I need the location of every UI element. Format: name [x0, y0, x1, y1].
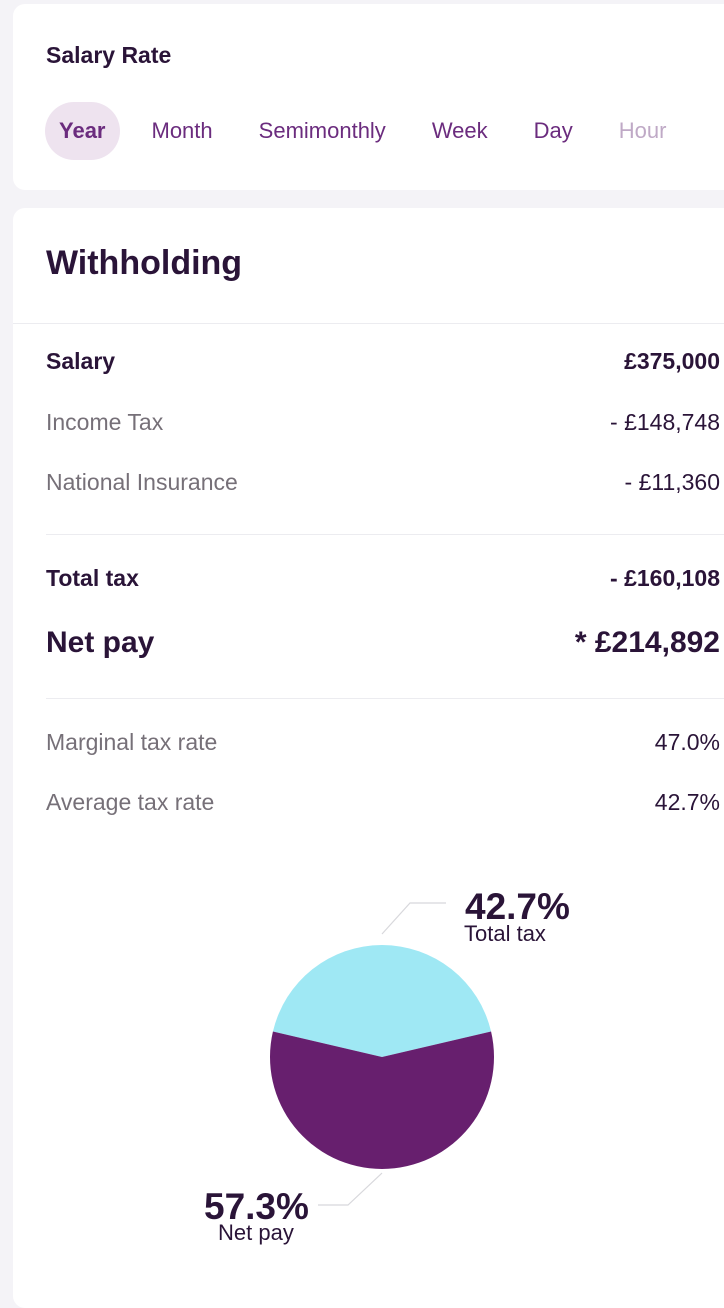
- pie-svg: [270, 902, 495, 1206]
- total-tax-percent: 42.7%: [465, 886, 570, 927]
- divider: [46, 698, 724, 699]
- total-tax-row: Total tax - £160,108: [46, 565, 720, 592]
- income-tax-row: Income Tax - £148,748: [46, 409, 720, 436]
- net-pay-value: * £214,892: [574, 626, 720, 659]
- average-rate-row: Average tax rate 42.7%: [46, 789, 720, 816]
- withholding-title: Withholding: [46, 244, 243, 282]
- tab-hour[interactable]: Hour: [618, 118, 667, 143]
- total-tax-slice-label: Total tax: [464, 921, 546, 946]
- net-pay-slice-label: Net pay: [218, 1220, 294, 1245]
- tab-month[interactable]: Month: [151, 118, 213, 143]
- net-pay-label: Net pay: [46, 626, 155, 659]
- salary-value: £375,000: [624, 348, 720, 374]
- salary-rate-tabs: Year Month Semimonthly Week Day Hour: [45, 102, 698, 160]
- salary-row: Salary £375,000: [46, 348, 720, 375]
- income-tax-value: - £148,748: [610, 409, 720, 435]
- tab-week[interactable]: Week: [431, 118, 488, 143]
- leader-line-total-tax: [381, 902, 446, 935]
- marginal-rate-label: Marginal tax rate: [46, 729, 218, 755]
- tax-pie-chart: 42.7% Total tax 57.3% Net pay: [0, 880, 724, 1300]
- salary-rate-card: Salary Rate Year Month Semimonthly Week …: [13, 4, 724, 190]
- tab-year[interactable]: Year: [45, 102, 120, 160]
- average-rate-label: Average tax rate: [46, 789, 215, 815]
- total-tax-value: - £160,108: [610, 565, 720, 591]
- pie-slice-net-pay: [270, 1031, 495, 1169]
- pie-slice-total-tax: [272, 945, 492, 1057]
- tab-semimonthly[interactable]: Semimonthly: [258, 118, 386, 143]
- marginal-rate-row: Marginal tax rate 47.0%: [46, 729, 720, 756]
- total-tax-label: Total tax: [46, 565, 139, 591]
- divider: [46, 534, 724, 535]
- marginal-rate-value: 47.0%: [654, 729, 720, 755]
- income-tax-label: Income Tax: [46, 409, 164, 435]
- title-divider: [13, 323, 724, 324]
- tab-day[interactable]: Day: [533, 118, 573, 143]
- national-insurance-row: National Insurance - £11,360: [46, 469, 720, 496]
- national-insurance-label: National Insurance: [46, 469, 238, 495]
- net-pay-row: Net pay * £214,892: [46, 626, 720, 660]
- net-pay-percent: 57.3%: [204, 1186, 309, 1227]
- salary-rate-title: Salary Rate: [46, 42, 172, 68]
- leader-line-net-pay: [318, 1172, 383, 1206]
- salary-label: Salary: [46, 348, 116, 374]
- average-rate-value: 42.7%: [654, 789, 720, 815]
- national-insurance-value: - £11,360: [624, 469, 720, 495]
